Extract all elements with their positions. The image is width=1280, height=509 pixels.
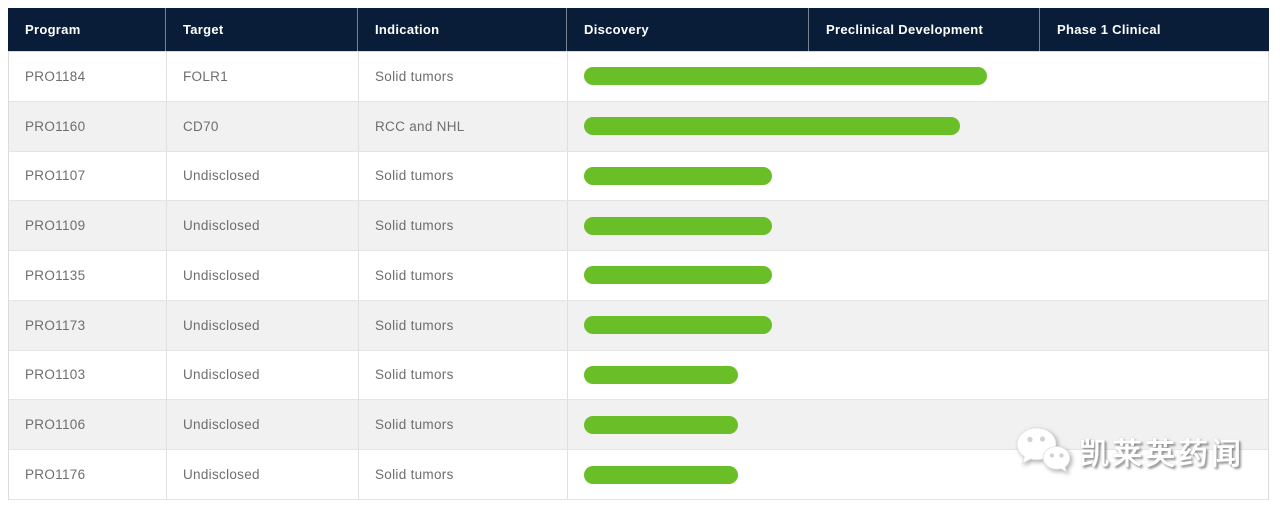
target-cell: Undisclosed: [167, 400, 359, 450]
program-cell: PRO1160: [9, 101, 167, 151]
table-header: Program Target Indication Discovery Prec…: [8, 8, 1269, 52]
indication-cell: RCC and NHL: [359, 101, 568, 151]
program-cell: PRO1173: [9, 300, 167, 350]
table-row: PRO1107 Undisclosed Solid tumors: [9, 151, 1270, 202]
stages-cell: [568, 152, 1270, 201]
program-cell: PRO1103: [9, 350, 167, 400]
pipeline-table: Program Target Indication Discovery Prec…: [8, 8, 1269, 500]
indication-cell: Solid tumors: [359, 201, 568, 251]
column-header-phase1: Phase 1 Clinical: [1057, 22, 1161, 37]
table-row: PRO1106 Undisclosed Solid tumors: [9, 400, 1270, 451]
progress-bar: [584, 365, 738, 384]
target-cell: FOLR1: [167, 52, 359, 101]
program-cell: PRO1109: [9, 201, 167, 251]
progress-bar: [584, 415, 738, 434]
progress-bar: [584, 316, 772, 335]
program-cell: PRO1176: [9, 450, 167, 499]
stages-cell: [568, 251, 1270, 300]
stages-cell: [568, 400, 1270, 449]
progress-bar: [584, 216, 772, 235]
stages-cell: [568, 201, 1270, 250]
column-header-discovery: Discovery: [567, 8, 809, 51]
table-row: PRO1135 Undisclosed Solid tumors: [9, 251, 1268, 301]
table-row: PRO1176 Undisclosed Solid tumors: [9, 450, 1268, 500]
target-cell: Undisclosed: [167, 350, 359, 400]
stages-cell: [568, 351, 1270, 400]
stages-cell: [568, 102, 1270, 151]
table-row: PRO1184 FOLR1 Solid tumors: [9, 52, 1268, 102]
stages-cell: [568, 52, 1270, 101]
table-row: PRO1173 Undisclosed Solid tumors: [9, 300, 1270, 351]
progress-bar: [584, 67, 987, 86]
indication-cell: Solid tumors: [359, 151, 568, 201]
stages-cell: [568, 301, 1270, 350]
indication-cell: Solid tumors: [359, 400, 568, 450]
column-header-preclinical: Preclinical Development: [809, 8, 1040, 51]
target-cell: Undisclosed: [167, 201, 359, 251]
column-header-program: Program: [8, 8, 166, 51]
target-cell: Undisclosed: [167, 450, 359, 499]
progress-bar: [584, 117, 960, 136]
indication-cell: Solid tumors: [359, 300, 568, 350]
stages-cell: [568, 450, 1270, 499]
target-cell: CD70: [167, 101, 359, 151]
table-row: PRO1109 Undisclosed Solid tumors: [9, 201, 1270, 252]
program-cell: PRO1106: [9, 400, 167, 450]
progress-bar: [584, 465, 738, 484]
target-cell: Undisclosed: [167, 300, 359, 350]
program-cell: PRO1107: [9, 151, 167, 201]
target-cell: Undisclosed: [167, 251, 359, 300]
table-row: PRO1160 CD70 RCC and NHL: [9, 101, 1270, 152]
indication-cell: Solid tumors: [359, 251, 568, 300]
program-cell: PRO1135: [9, 251, 167, 300]
target-cell: Undisclosed: [167, 151, 359, 201]
indication-cell: Solid tumors: [359, 350, 568, 400]
progress-bar: [584, 266, 772, 285]
program-cell: PRO1184: [9, 52, 167, 101]
indication-cell: Solid tumors: [359, 450, 568, 499]
indication-cell: Solid tumors: [359, 52, 568, 101]
column-header-indication: Indication: [358, 8, 567, 51]
column-header-target: Target: [166, 8, 358, 51]
table-row: PRO1103 Undisclosed Solid tumors: [9, 350, 1270, 401]
pipeline-rows: PRO1184 FOLR1 Solid tumors PRO1160 CD70 …: [8, 52, 1269, 500]
progress-bar: [584, 166, 772, 185]
